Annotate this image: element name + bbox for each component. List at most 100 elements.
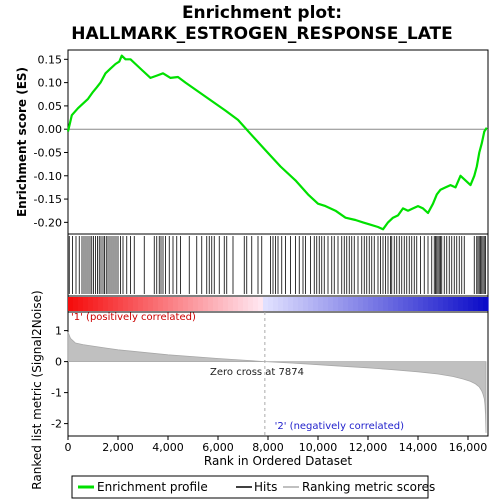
correlation-bar-segment (433, 297, 439, 311)
correlation-bar-segment (193, 297, 199, 311)
correlation-bar-segment (153, 297, 159, 311)
correlation-bar-segment (88, 297, 94, 311)
correlation-bar-segment (303, 297, 309, 311)
legend-enrichment-label: Enrichment profile (97, 480, 208, 494)
hit-marks (68, 236, 486, 294)
correlation-color-bar (68, 297, 489, 311)
correlation-bar-segment (103, 297, 109, 311)
correlation-bar-segment (218, 297, 224, 311)
correlation-bar-segment (413, 297, 419, 311)
ranking-metric-scores-area (67, 331, 487, 433)
correlation-bar-segment (83, 297, 89, 311)
correlation-bar-segment (163, 297, 169, 311)
correlation-bar-segment (118, 297, 124, 311)
es-y-axis-ticks: 0.15 0.10 0.05 0.00 -0.05 -0.10 -0.15 -0.20 (34, 53, 68, 229)
x-tick-label: 14,000 (399, 441, 438, 454)
correlation-bar-segment (188, 297, 194, 311)
x-tick-label: 4,000 (152, 441, 184, 454)
positive-correlation-label: '1' (positively correlated) (71, 312, 196, 323)
x-tick-label: 0 (65, 441, 72, 454)
metric-panel (67, 311, 489, 437)
correlation-bar-segment (483, 297, 489, 311)
zero-cross-label: Zero cross at 7874 (210, 367, 304, 378)
x-axis-ticks: 0 2,000 4,000 6,000 8,000 10,000 12,000 14,000 1… (65, 436, 487, 454)
es-tick-label: -0.15 (34, 193, 62, 206)
correlation-bar-segment (93, 297, 99, 311)
correlation-bar-segment (213, 297, 219, 311)
x-tick-label: 12,000 (349, 441, 388, 454)
chart-title-line-2: HALLMARK_ESTROGEN_RESPONSE_LATE (71, 24, 453, 44)
correlation-bar-segment (268, 297, 274, 311)
metric-tick-label: -2 (51, 418, 62, 431)
metric-y-axis-ticks: 1 0 -1 -2 (51, 325, 68, 431)
correlation-bar-segment (423, 297, 429, 311)
correlation-bar-segment (133, 297, 139, 311)
es-tick-label: -0.05 (34, 146, 62, 159)
correlation-bar-segment (428, 297, 434, 311)
correlation-bar-segment (313, 297, 319, 311)
legend-hits-label: Hits (254, 480, 277, 494)
metric-y-axis-label: Ranked list metric (Signal2Noise) (30, 290, 44, 489)
es-tick-label: -0.10 (34, 170, 62, 183)
es-tick-label: -0.20 (34, 216, 62, 229)
correlation-bar-segment (253, 297, 259, 311)
correlation-bar-segment (463, 297, 469, 311)
chart-title-line-1: Enrichment plot: (182, 3, 342, 23)
metric-tick-label: 0 (55, 356, 62, 369)
correlation-bar-segment (208, 297, 214, 311)
correlation-bar-segment (198, 297, 204, 311)
correlation-bar-segment (308, 297, 314, 311)
correlation-bar-segment (68, 297, 74, 311)
correlation-bar-segment (128, 297, 134, 311)
es-tick-label: 0.15 (38, 53, 63, 66)
correlation-bar-segment (158, 297, 164, 311)
correlation-bar-segment (458, 297, 464, 311)
correlation-bar-segment (108, 297, 114, 311)
correlation-bar-segment (173, 297, 179, 311)
correlation-bar-segment (348, 297, 354, 311)
x-tick-label: 2,000 (102, 441, 134, 454)
correlation-bar-segment (233, 297, 239, 311)
correlation-bar-segment (178, 297, 184, 311)
correlation-bar-segment (243, 297, 249, 311)
correlation-bar-segment (238, 297, 244, 311)
correlation-bar-segment (438, 297, 444, 311)
correlation-bar-segment (353, 297, 359, 311)
es-panel (67, 49, 489, 235)
correlation-bar-segment (113, 297, 119, 311)
enrichment-profile-line (66, 54, 488, 231)
correlation-bar-segment (123, 297, 129, 311)
correlation-bar-segment (273, 297, 279, 311)
metric-tick-label: -1 (51, 387, 62, 400)
correlation-bar-segment (288, 297, 294, 311)
correlation-bar-segment (203, 297, 209, 311)
correlation-bar-segment (258, 297, 264, 311)
es-tick-label: 0.05 (38, 100, 63, 113)
es-y-axis-label: Enrichment score (ES) (15, 67, 29, 217)
correlation-bar-segment (138, 297, 144, 311)
correlation-bar-segment (418, 297, 424, 311)
correlation-bar-segment (388, 297, 394, 311)
correlation-bar-segment (358, 297, 364, 311)
legend-metric-label: Ranking metric scores (302, 480, 435, 494)
correlation-bar-segment (453, 297, 459, 311)
correlation-bar-segment (368, 297, 374, 311)
correlation-bar-segment (378, 297, 384, 311)
correlation-bar-segment (73, 297, 79, 311)
correlation-bar-segment (183, 297, 189, 311)
correlation-bar-segment (278, 297, 284, 311)
correlation-bar-segment (298, 297, 304, 311)
correlation-bar-segment (408, 297, 414, 311)
legend: Enrichment profile Hits Ranking metric s… (71, 475, 435, 499)
correlation-bar-segment (443, 297, 449, 311)
correlation-bar-segment (373, 297, 379, 311)
correlation-bar-segment (228, 297, 234, 311)
correlation-bar-segment (398, 297, 404, 311)
correlation-bar-segment (283, 297, 289, 311)
correlation-bar-segment (383, 297, 389, 311)
x-tick-label: 8,000 (252, 441, 284, 454)
correlation-bar-segment (468, 297, 474, 311)
enrichment-profile-curve (66, 54, 488, 231)
correlation-bar-segment (338, 297, 344, 311)
